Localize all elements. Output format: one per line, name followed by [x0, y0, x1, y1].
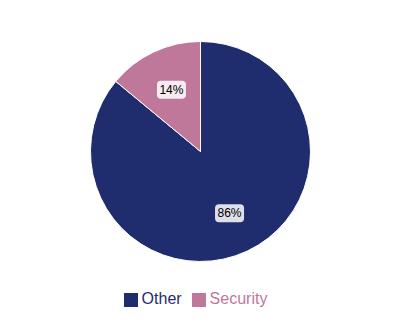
html-text:Other: Other [141, 290, 182, 307]
svg-text:86%: 86% [218, 206, 242, 220]
svg-text:14%: 14% [159, 83, 183, 97]
html-text:Security: Security [209, 290, 268, 307]
